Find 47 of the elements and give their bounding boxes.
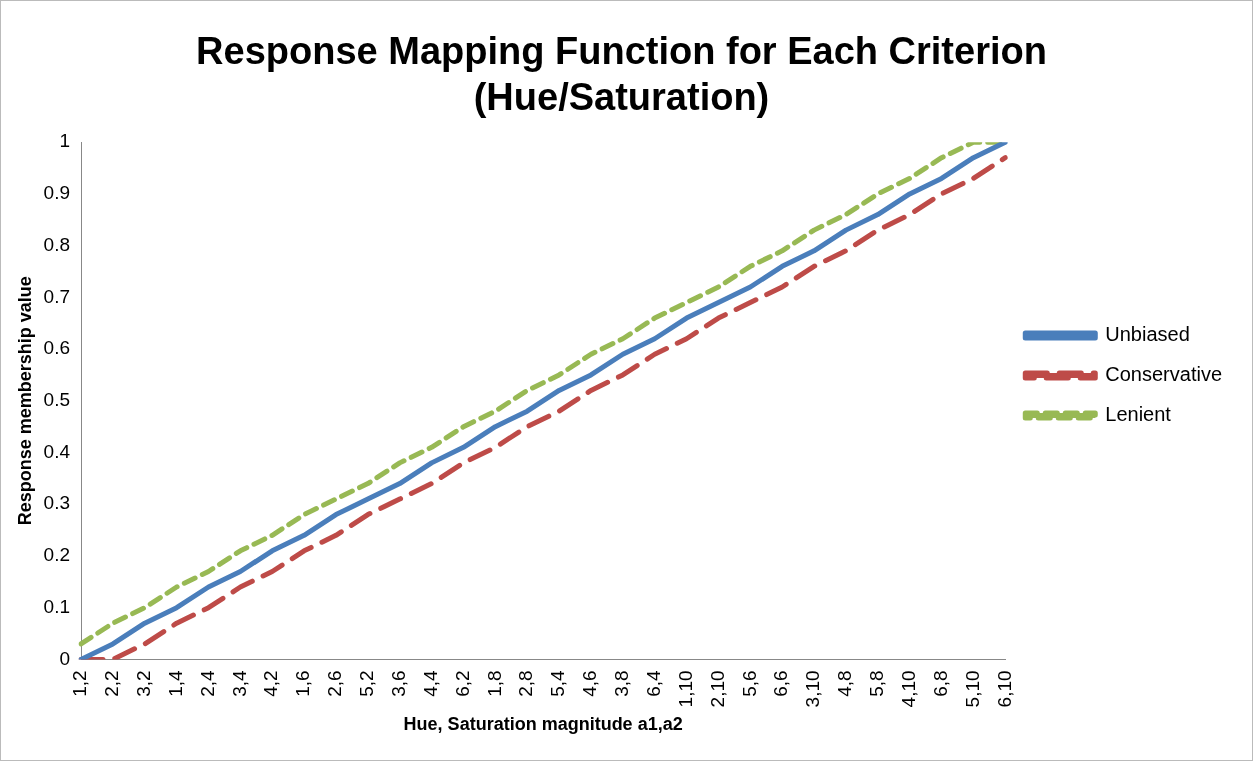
y-tick-label: 0.8 — [43, 233, 71, 255]
x-tick-label: 5,6 — [738, 670, 760, 697]
x-tick-label: 4,8 — [834, 670, 856, 697]
x-tick-label: 2,8 — [515, 670, 537, 697]
y-tick-label: 0.1 — [43, 595, 71, 617]
x-tick-label: 3,4 — [228, 670, 250, 697]
legend-label: Conservative — [1105, 363, 1222, 386]
x-tick-label: 6,10 — [993, 670, 1015, 708]
y-axis-title: Response membership value — [14, 276, 35, 526]
x-tick-label: 6,4 — [642, 670, 664, 697]
x-tick-label: 2,4 — [196, 670, 218, 697]
x-tick-label: 5,2 — [356, 670, 378, 697]
x-tick-label: 4,4 — [419, 670, 441, 697]
y-tick-label: 0.5 — [43, 389, 71, 411]
x-tick-label: 6,8 — [929, 670, 951, 697]
x-tick-label: 2,10 — [706, 670, 728, 708]
x-tick-label: 4,10 — [897, 670, 919, 708]
x-tick-label: 4,6 — [579, 670, 601, 697]
legend-label: Lenient — [1105, 403, 1172, 426]
x-tick-label: 1,8 — [483, 670, 505, 697]
x-tick-label: 5,4 — [547, 670, 569, 697]
y-tick-label: 0.4 — [43, 440, 71, 462]
x-tick-label: 3,8 — [611, 670, 633, 697]
y-tick-label: 0.6 — [43, 337, 71, 359]
y-tick-label: 1 — [59, 130, 71, 152]
x-tick-label: 6,2 — [451, 670, 473, 697]
x-tick-label: 2,6 — [324, 670, 346, 697]
x-tick-label: 1,6 — [292, 670, 314, 697]
x-tick-label: 6,6 — [770, 670, 792, 697]
y-tick-label: 0.7 — [43, 285, 71, 307]
x-axis-title: Hue, Saturation magnitude a1,a2 — [403, 714, 683, 735]
x-tick-label: 3,2 — [132, 670, 154, 697]
x-tick-label: 1,4 — [164, 670, 186, 697]
y-tick-label: 0 — [59, 647, 71, 669]
x-tick-label: 5,8 — [866, 670, 888, 697]
x-tick-label: 4,2 — [260, 670, 282, 697]
legend-label: Unbiased — [1105, 323, 1190, 346]
x-tick-label: 1,10 — [674, 670, 696, 708]
x-tick-label: 5,10 — [961, 670, 983, 708]
x-tick-label: 3,6 — [387, 670, 409, 697]
x-tick-label: 2,2 — [101, 670, 123, 697]
chart-title: Response Mapping Function for Each Criterion (Hue/Saturation) — [196, 30, 1047, 118]
y-tick-label: 0.3 — [43, 492, 71, 514]
x-tick-label: 3,10 — [802, 670, 824, 708]
y-tick-label: 0.2 — [43, 544, 71, 566]
y-tick-label: 0.9 — [43, 182, 71, 204]
x-tick-label: 1,2 — [69, 670, 91, 697]
